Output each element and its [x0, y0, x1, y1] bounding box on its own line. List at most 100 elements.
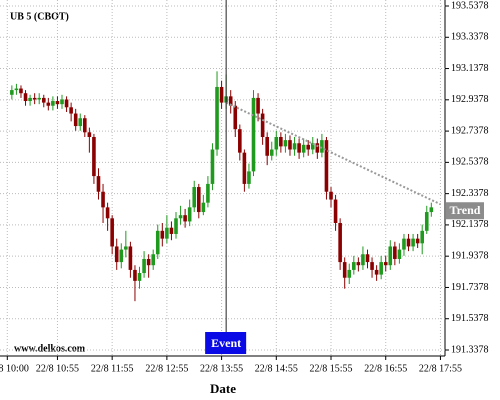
candle-body: [155, 230, 160, 255]
candle-body: [379, 262, 383, 275]
candle-body: [124, 246, 128, 250]
candle-body: [424, 212, 429, 231]
candle-body: [329, 191, 333, 200]
candle-body: [365, 254, 370, 263]
candle-body: [352, 262, 356, 270]
candle-body: [78, 118, 83, 127]
candle-body: [160, 230, 165, 239]
candle-body: [114, 246, 119, 263]
x-tick-label: 22/8 12:55: [145, 363, 188, 374]
candle-body: [260, 113, 265, 138]
candle-body: [196, 187, 201, 213]
y-tick-label: 192.9378: [451, 94, 489, 105]
candle-body: [151, 254, 155, 266]
x-axis-label: Date: [210, 381, 236, 396]
candle-body: [397, 249, 402, 259]
candle-body: [242, 152, 247, 184]
candle-body: [429, 207, 434, 213]
candle-body: [256, 97, 260, 114]
x-tick-label: 22/8 10:55: [36, 363, 79, 374]
y-tick-label: 192.1378: [451, 219, 489, 230]
candle-body: [83, 118, 87, 133]
candle-body: [96, 176, 101, 192]
candle-body: [165, 227, 169, 239]
y-tick-label: 192.7378: [451, 125, 489, 136]
candle-body: [238, 129, 242, 153]
candle-body: [356, 262, 361, 266]
x-tick-label: 22/8 13:55: [200, 363, 243, 374]
candle-body: [265, 137, 269, 156]
candle-body: [32, 97, 37, 100]
candle-body: [128, 246, 133, 270]
candle-body: [192, 187, 197, 208]
candle-body: [374, 269, 379, 275]
candle-body: [92, 137, 96, 177]
candle-body: [174, 218, 178, 234]
candle-body: [269, 149, 274, 156]
y-tick-label: 192.5378: [451, 157, 489, 168]
candle-body: [297, 143, 301, 153]
candle-body: [19, 88, 23, 94]
candle-body: [233, 105, 238, 130]
y-tick-label: 191.3378: [451, 344, 489, 355]
candle-body: [333, 199, 338, 224]
candle-body: [210, 149, 215, 184]
candle-body: [51, 101, 55, 106]
candle-body: [110, 218, 114, 247]
y-tick-label: 191.5378: [451, 313, 489, 324]
candle-body: [41, 97, 46, 103]
candle-body: [402, 238, 406, 250]
plot-area: [0, 0, 445, 356]
candle-body: [361, 254, 365, 266]
candle-body: [274, 137, 279, 150]
watermark: www.delkos.com: [14, 343, 86, 354]
candle-body: [10, 90, 14, 95]
candle-body: [178, 215, 183, 219]
candle-body: [101, 191, 105, 208]
candle-body: [370, 262, 374, 270]
candle-body: [28, 97, 32, 102]
candle-body: [306, 144, 311, 150]
candle-body: [247, 171, 251, 184]
candle-body: [301, 144, 306, 153]
candle-body: [137, 273, 142, 281]
candle-body: [142, 258, 146, 274]
candle-body: [64, 99, 69, 108]
candle-body: [338, 223, 342, 263]
candle-body: [228, 96, 233, 106]
candle-body: [169, 227, 174, 234]
x-tick-label: 22/8 11:55: [91, 363, 134, 374]
candle-body: [46, 102, 51, 106]
candle-body: [37, 97, 42, 100]
candle-body: [23, 93, 28, 102]
candle-body: [133, 269, 137, 281]
candle-body: [411, 238, 415, 247]
candle-body: [420, 230, 425, 244]
x-tick-label: 22/8 15:55: [309, 363, 352, 374]
y-tick-label: 193.1378: [451, 63, 489, 74]
chart-title: UB 5 (CBOT): [10, 11, 69, 22]
candle-body: [69, 107, 73, 114]
candle-body: [251, 97, 256, 172]
x-tick-label: 22/8 17:55: [419, 363, 462, 374]
candle-body: [219, 86, 224, 103]
candle-body: [73, 113, 78, 127]
y-tick-label: 193.5378: [451, 0, 489, 11]
x-tick-label: 22/8 14:55: [255, 363, 298, 374]
candle-body: [105, 207, 110, 219]
y-tick-label: 193.3378: [451, 32, 489, 43]
event-label-box: [205, 332, 247, 354]
candle-body: [87, 132, 92, 138]
candle-body: [310, 143, 315, 150]
candle-body: [324, 140, 329, 192]
candle-body: [393, 246, 397, 259]
trend-line: [225, 101, 441, 206]
candle-body: [283, 140, 288, 147]
candle-body: [279, 137, 283, 147]
candle-body: [383, 262, 388, 266]
candle-body: [60, 99, 64, 105]
y-tick-label: 191.7378: [451, 282, 489, 293]
y-tick-label: 192.3378: [451, 188, 489, 199]
candle-body: [347, 269, 352, 278]
